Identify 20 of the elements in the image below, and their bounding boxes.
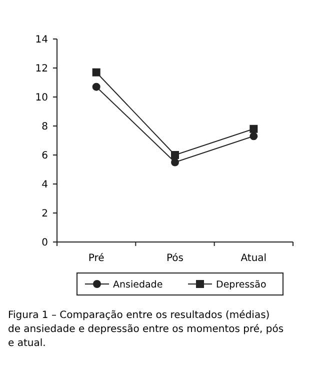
y-tick-label: 12: [35, 64, 48, 74]
y-tick-label: 4: [42, 180, 48, 190]
x-tick-label: Atual: [240, 253, 267, 264]
point: [171, 151, 179, 159]
point: [250, 124, 258, 133]
y-tick-label: 10: [35, 92, 48, 104]
point: [92, 68, 100, 76]
legend-label: Ansiedade: [113, 279, 163, 290]
x-tick-label: Pré: [88, 253, 104, 264]
point: [92, 82, 100, 91]
y-tick-label: 0: [42, 238, 48, 248]
legend-label: Depressão: [216, 279, 266, 290]
y-tick-label: 6: [42, 150, 48, 162]
y-tick-label: 8: [42, 122, 48, 132]
y-tick-label: 2: [42, 208, 48, 220]
x-tick-label: Pós: [166, 253, 184, 264]
text: Figura 1 – Comparação entre os resultados (médias) de ansiedade e depressão entre os momentos pré, pós e atual.: [8, 310, 284, 349]
point: [171, 158, 179, 166]
point: [250, 132, 258, 140]
y-tick-label: 14: [35, 34, 48, 46]
